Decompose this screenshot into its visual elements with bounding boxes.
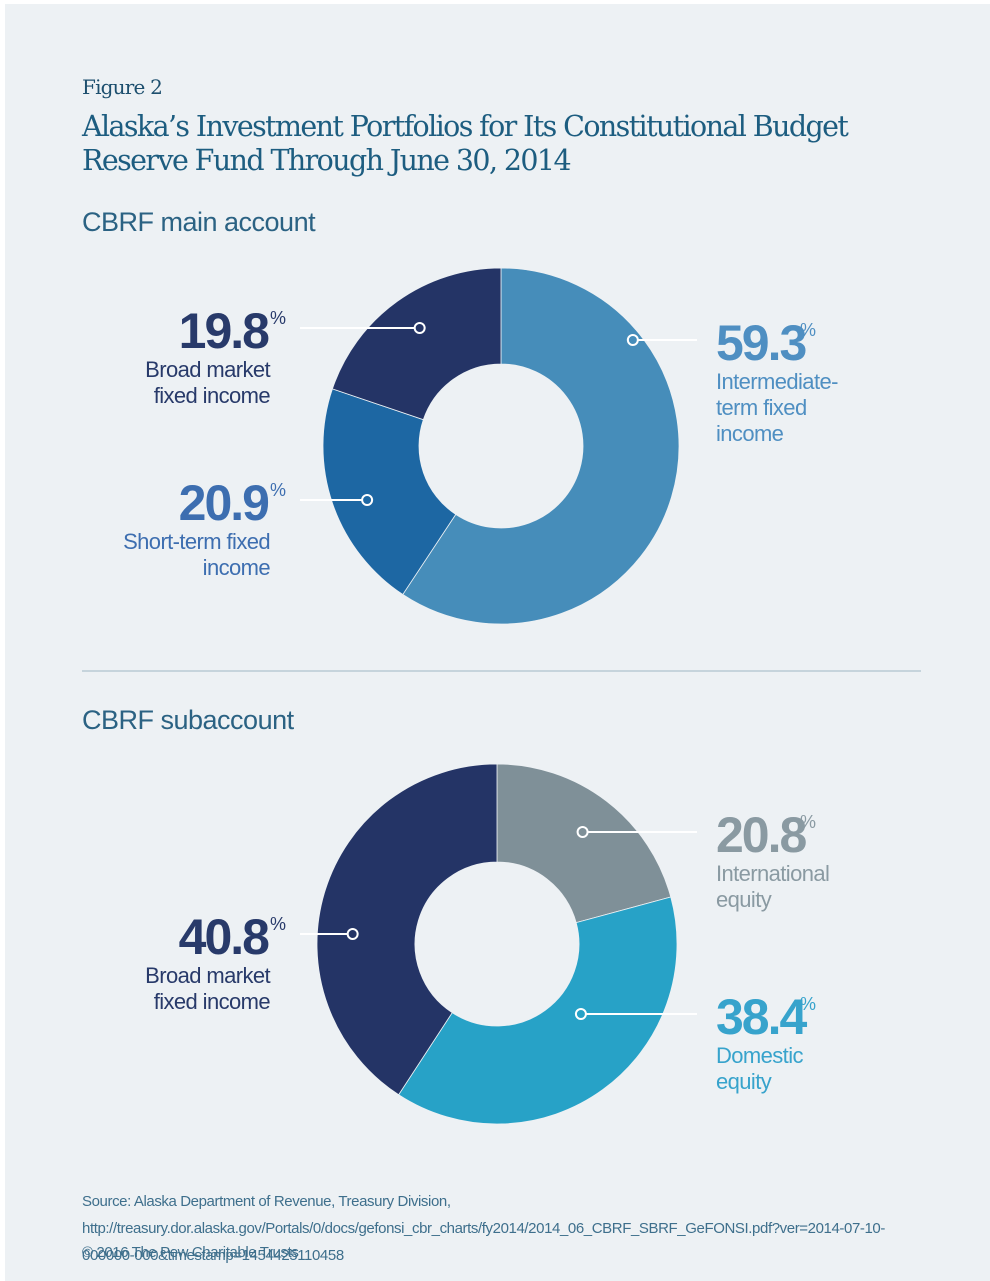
slice-domestic-equity	[398, 896, 678, 1125]
value-label-domestic-equity: 38.4	[716, 989, 808, 1045]
slice-broad-market-fixed-income	[316, 763, 498, 1096]
category-label-international-equity: equity	[716, 887, 772, 912]
percent-sign: %	[270, 914, 286, 934]
category-label-short-term-fixed-income: income	[203, 555, 271, 580]
source-note: Source: Alaska Department of Revenue, Tr…	[82, 1193, 885, 1264]
category-label-broad-market-fixed-income: Broad market	[145, 963, 270, 988]
percent-sign: %	[270, 308, 286, 328]
percent-sign: %	[800, 320, 816, 340]
leader-intermediate-term-fixed-income	[626, 334, 697, 346]
slice-short-term-fixed-income	[322, 388, 457, 596]
slice-intermediate-term-fixed-income	[402, 267, 680, 625]
category-label-intermediate-term-fixed-income: income	[716, 421, 784, 446]
value-label-short-term-fixed-income: 20.9	[179, 475, 269, 531]
slice-international-equity	[496, 763, 672, 924]
leader-dot	[626, 334, 639, 346]
figure-title: Alaska’s Investment Portfolios for Its C…	[82, 110, 849, 177]
category-label-intermediate-term-fixed-income: term fixed	[716, 395, 807, 420]
leader-broad-market-fixed-income	[300, 928, 359, 940]
leader-international-equity	[576, 826, 697, 838]
copyright-note: © 2016 The Pew Charitable Trusts	[82, 1244, 299, 1261]
category-label-domestic-equity: Domestic	[716, 1043, 803, 1068]
category-label-broad-market-fixed-income: fixed income	[154, 989, 271, 1014]
subaccount-heading: CBRF subaccount	[82, 705, 294, 735]
category-label-short-term-fixed-income: Short-term fixed	[123, 529, 270, 554]
category-label-broad-market-fixed-income: Broad market	[145, 357, 270, 382]
value-label-international-equity: 20.8	[716, 807, 807, 863]
leader-dot	[361, 494, 374, 506]
category-label-intermediate-term-fixed-income: Intermediate-	[716, 369, 838, 394]
category-label-broad-market-fixed-income: fixed income	[154, 383, 271, 408]
donut-chart-subaccount: 20.8%Internationalequity38.4%Domesticequ…	[145, 763, 830, 1125]
category-label-domestic-equity: equity	[716, 1069, 772, 1094]
percent-sign: %	[800, 812, 816, 832]
leader-dot	[413, 322, 426, 334]
section-divider	[82, 670, 921, 672]
value-label-broad-market-fixed-income: 19.8	[179, 303, 270, 359]
figure-label: Figure 2	[82, 75, 163, 99]
leader-short-term-fixed-income	[300, 494, 374, 506]
percent-sign: %	[270, 480, 286, 500]
category-label-international-equity: International	[716, 861, 829, 886]
leader-dot	[346, 928, 359, 940]
slice-broad-market-fixed-income	[331, 267, 502, 421]
leader-dot	[574, 1008, 587, 1020]
percent-sign: %	[800, 994, 816, 1014]
value-label-intermediate-term-fixed-income: 59.3	[716, 315, 806, 371]
leader-domestic-equity	[574, 1008, 697, 1020]
leader-broad-market-fixed-income	[300, 322, 426, 334]
value-label-broad-market-fixed-income: 40.8	[179, 909, 270, 965]
leader-dot	[576, 826, 589, 838]
main-account-heading: CBRF main account	[82, 207, 316, 237]
